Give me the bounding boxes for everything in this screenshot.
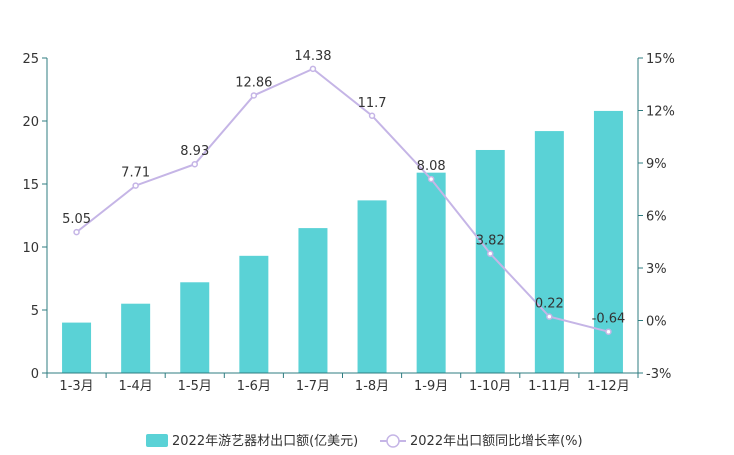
data-label: 0.22 — [535, 297, 564, 312]
left-tick-label: 0 — [31, 367, 39, 382]
x-tick-label: 1-12月 — [587, 379, 630, 394]
left-tick-label: 10 — [22, 241, 39, 256]
right-tick-label: -3% — [646, 367, 671, 382]
left-tick-label: 20 — [22, 115, 39, 130]
bar — [121, 303, 151, 373]
line-path — [75, 67, 609, 333]
data-label: 12.86 — [235, 75, 272, 90]
data-label: 5.05 — [62, 212, 91, 227]
line-point — [368, 112, 376, 119]
bar — [239, 255, 269, 373]
line-point — [605, 328, 612, 335]
x-tick-label: 1-5月 — [178, 379, 212, 394]
line-series: 5.05 7.71 8.93 12.86 14.38 11.7 8.08 3.82 0.22 -0… — [62, 49, 626, 335]
right-tick-label: 15% — [646, 52, 675, 67]
bar — [475, 149, 505, 373]
data-label: -0.64 — [592, 312, 626, 327]
line-point — [427, 175, 435, 183]
line-point — [73, 228, 80, 236]
right-tick-label: 6% — [646, 210, 667, 225]
line-point — [250, 92, 258, 99]
right-tick-label: 9% — [646, 157, 667, 172]
line-point — [191, 160, 198, 168]
bar — [416, 172, 446, 373]
line-point — [309, 65, 317, 73]
left-tick-label: 15 — [22, 178, 39, 193]
legend-line-label: 2022年出口额同比增长率(%) — [410, 433, 583, 449]
axes: 0 5 10 15 20 25 -3% 0% 3% 6% 9% 12% 15% 1-3月 1-4月 1-5月 1… — [22, 52, 674, 394]
x-tick-label: 1-9月 — [414, 379, 448, 394]
legend-bar-swatch — [146, 434, 168, 447]
left-tick-label: 25 — [22, 52, 39, 67]
legend-line-marker — [386, 434, 400, 448]
right-tick-label: 3% — [646, 262, 667, 277]
x-tick-label: 1-8月 — [355, 379, 389, 394]
x-tick-label: 1-4月 — [119, 379, 153, 394]
bar — [298, 228, 328, 373]
right-tick-label: 0% — [646, 315, 667, 330]
x-tick-label: 1-10月 — [469, 379, 512, 394]
bar — [534, 131, 564, 373]
data-label: 7.71 — [121, 166, 150, 181]
data-label: 11.7 — [358, 96, 387, 111]
legend-bar-label: 2022年游艺器材出口额(亿美元) — [172, 434, 358, 449]
line-point — [487, 250, 494, 257]
bar — [357, 200, 387, 373]
data-label: 8.08 — [417, 159, 446, 174]
data-label: 3.82 — [476, 234, 505, 249]
bar — [180, 282, 210, 373]
line-point — [132, 182, 139, 189]
data-label: 8.93 — [180, 144, 209, 159]
bar-series — [62, 110, 623, 374]
data-label: 14.38 — [294, 49, 331, 64]
x-tick-label: 1-11月 — [528, 379, 571, 394]
right-tick-label: 12% — [646, 105, 675, 120]
x-tick-label: 1-3月 — [59, 379, 93, 394]
legend: 2022年游艺器材出口额(亿美元) 2022年出口额同比增长率(%) — [146, 433, 583, 449]
line-point — [546, 313, 553, 320]
x-tick-label: 1-7月 — [296, 379, 330, 394]
left-tick-label: 5 — [31, 304, 39, 319]
x-tick-label: 1-6月 — [237, 379, 271, 394]
bar — [62, 322, 92, 373]
